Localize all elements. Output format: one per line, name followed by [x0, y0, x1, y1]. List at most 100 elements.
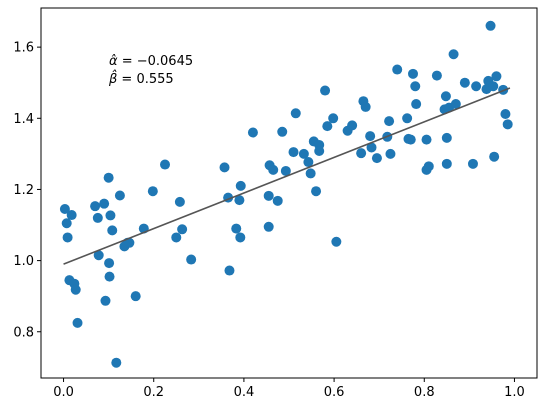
x-tick-label-2: 0.4: [234, 385, 255, 400]
data-point-65: [366, 142, 377, 153]
data-point-64: [365, 131, 376, 142]
beta-symbol: β̂: [108, 70, 117, 87]
data-point-35: [234, 195, 245, 206]
data-point-34: [231, 223, 242, 234]
data-point-96: [491, 71, 502, 82]
alpha-value: = −0.0645: [118, 54, 194, 69]
data-point-73: [405, 134, 416, 145]
data-point-71: [402, 113, 413, 124]
data-point-43: [272, 195, 283, 206]
data-point-46: [288, 147, 299, 158]
data-point-12: [100, 295, 111, 306]
data-point-33: [224, 265, 235, 276]
data-point-10: [93, 250, 104, 261]
data-point-11: [99, 198, 110, 209]
data-point-98: [500, 109, 511, 120]
data-point-63: [360, 101, 371, 112]
x-tick-label-3: 0.6: [324, 385, 345, 400]
y-tick-label-2: 1.2: [13, 183, 34, 198]
data-point-6: [70, 284, 81, 295]
data-point-31: [219, 162, 230, 173]
data-point-83: [441, 132, 452, 143]
data-point-66: [371, 153, 382, 164]
y-axis: 0.8 1.0 1.2 1.4 1.6: [13, 41, 41, 340]
y-tick-label-1: 1.0: [13, 254, 34, 269]
data-point-40: [263, 190, 274, 201]
x-tick-label-1: 0.2: [143, 385, 164, 400]
data-point-25: [147, 186, 158, 197]
data-point-50: [305, 168, 316, 179]
data-point-16: [105, 210, 116, 221]
alpha-annotation: α̂ = −0.0645: [109, 54, 193, 69]
data-point-70: [392, 64, 403, 75]
data-point-22: [124, 237, 135, 248]
alpha-symbol: α̂: [109, 54, 118, 69]
data-point-54: [314, 146, 325, 157]
data-point-36: [235, 232, 246, 243]
data-point-44: [277, 126, 288, 137]
data-point-47: [290, 108, 301, 119]
data-point-28: [174, 196, 185, 207]
fit-line-group: [63, 87, 511, 265]
data-point-18: [111, 357, 122, 368]
data-point-82: [440, 91, 451, 102]
data-point-94: [488, 81, 499, 92]
data-point-60: [347, 120, 358, 131]
data-point-27: [171, 232, 182, 243]
data-point-95: [489, 151, 500, 162]
data-point-1: [61, 218, 72, 229]
x-tick-label-0: 0.0: [53, 385, 74, 400]
data-point-2: [62, 232, 73, 243]
data-point-45: [280, 165, 291, 176]
data-point-77: [421, 134, 432, 145]
data-point-9: [92, 212, 103, 223]
data-point-57: [328, 113, 339, 124]
data-point-30: [186, 254, 197, 265]
data-point-42: [268, 164, 279, 175]
x-tick-label-5: 1.0: [504, 385, 525, 400]
y-tick-label-3: 1.4: [13, 112, 34, 127]
data-point-48: [298, 148, 309, 159]
regression-line: [63, 87, 511, 265]
estimates-annotation: α̂ = −0.0645 β̂ = 0.555: [108, 54, 193, 87]
beta-annotation: β̂ = 0.555: [108, 70, 174, 87]
data-point-93: [485, 20, 496, 31]
data-point-88: [459, 77, 470, 88]
data-point-90: [471, 81, 482, 92]
data-point-37: [235, 180, 246, 191]
plot-frame: [40, 7, 538, 379]
data-point-8: [90, 201, 101, 212]
data-point-14: [104, 258, 115, 269]
data-point-69: [385, 148, 396, 159]
data-point-7: [72, 317, 83, 328]
data-point-76: [411, 99, 422, 110]
data-point-29: [177, 224, 188, 235]
data-point-86: [448, 49, 459, 60]
data-points: [59, 20, 513, 368]
data-point-26: [160, 159, 170, 170]
data-point-38: [247, 127, 258, 138]
data-point-39: [263, 221, 274, 232]
data-point-61: [356, 148, 367, 159]
data-point-0: [59, 204, 70, 215]
data-point-68: [384, 116, 395, 127]
x-tick-label-4: 0.8: [414, 385, 435, 400]
data-point-79: [423, 161, 434, 172]
data-point-55: [320, 85, 331, 96]
data-point-75: [410, 81, 421, 92]
data-point-4: [66, 210, 77, 221]
data-point-99: [502, 119, 513, 130]
data-point-84: [441, 158, 452, 169]
beta-value: = 0.555: [117, 72, 173, 87]
data-point-49: [303, 157, 314, 168]
data-point-17: [107, 225, 118, 236]
data-point-13: [103, 172, 114, 183]
data-point-15: [104, 271, 115, 282]
data-point-80: [431, 70, 442, 81]
x-axis: 0.0 0.2 0.4 0.6 0.8 1.0: [53, 378, 525, 400]
data-point-74: [408, 68, 418, 79]
data-point-89: [467, 158, 478, 169]
data-point-56: [322, 121, 333, 132]
data-point-58: [331, 236, 342, 247]
